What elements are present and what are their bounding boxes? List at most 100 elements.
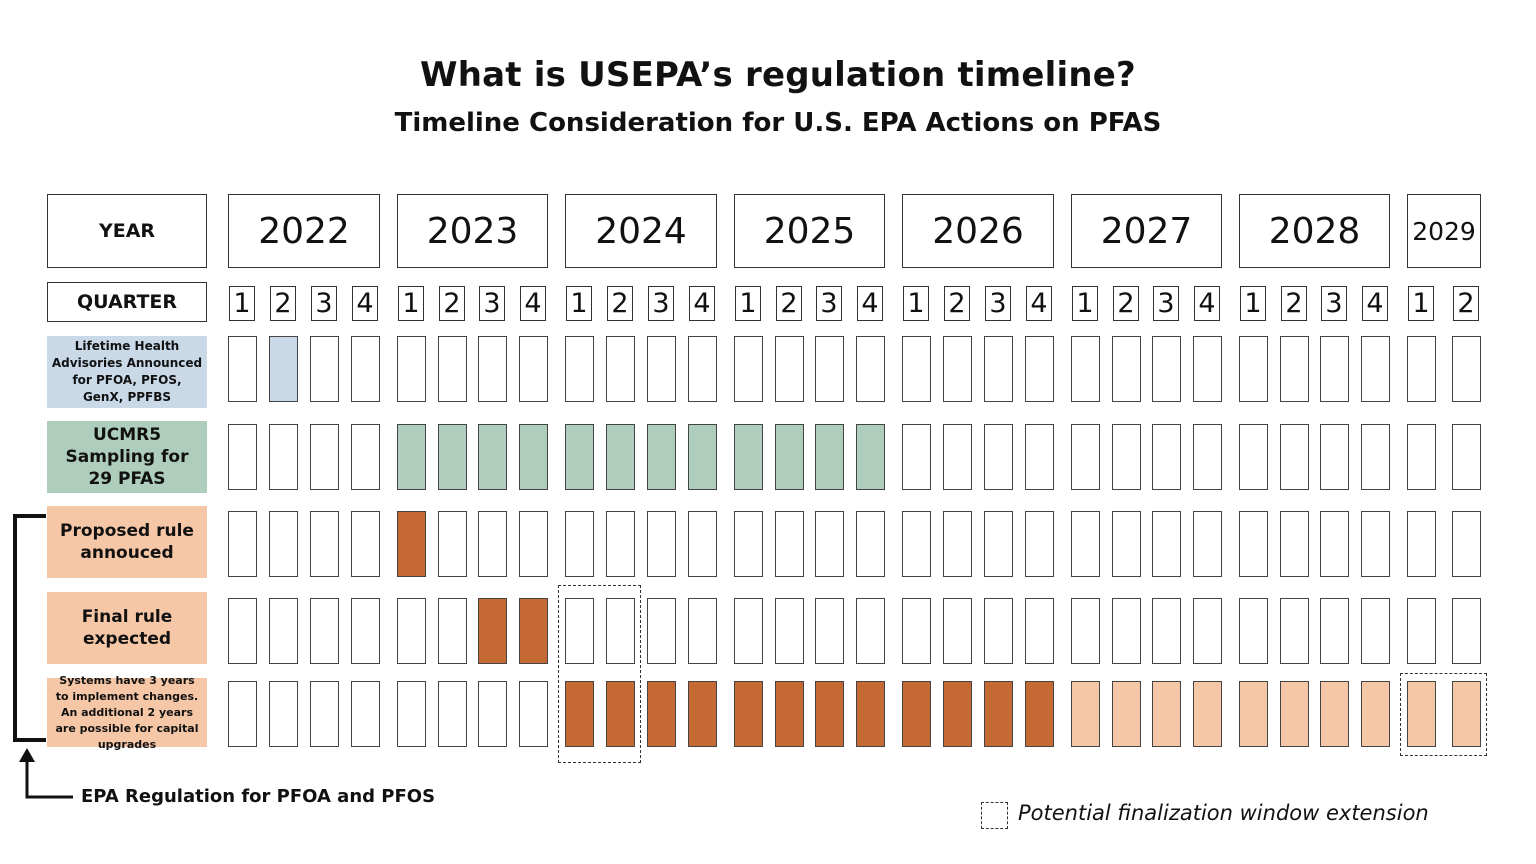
timeline-cell — [269, 511, 298, 577]
year-header: YEAR — [47, 194, 207, 268]
timeline-cell — [1239, 336, 1268, 402]
timeline-cell — [228, 598, 257, 664]
timeline-cell — [734, 511, 763, 577]
timeline-cell — [1239, 598, 1268, 664]
timeline-cell — [1361, 598, 1390, 664]
timeline-cell — [606, 598, 635, 664]
timeline-cell — [1112, 681, 1141, 747]
timeline-cell — [943, 681, 972, 747]
quarter-2026-q3: 3 — [985, 286, 1011, 321]
timeline-cell — [351, 336, 380, 402]
year-2025: 2025 — [734, 194, 885, 268]
row-label-2: Proposed rule annouced — [47, 506, 207, 578]
extension-window-1 — [1400, 673, 1487, 756]
timeline-cell — [1193, 336, 1222, 402]
timeline-cell — [1361, 681, 1390, 747]
quarter-2022-q1: 1 — [229, 286, 255, 321]
timeline-cell — [902, 336, 931, 402]
timeline-cell — [565, 424, 594, 490]
timeline-cell — [815, 511, 844, 577]
page-title: What is USEPA’s regulation timeline? — [420, 55, 1136, 95]
timeline-cell — [775, 336, 804, 402]
timeline-cell — [1152, 681, 1181, 747]
timeline-cell — [606, 681, 635, 747]
timeline-cell — [1407, 424, 1436, 490]
timeline-cell — [1280, 336, 1309, 402]
timeline-cell — [397, 598, 426, 664]
timeline-cell — [984, 598, 1013, 664]
timeline-cell — [351, 511, 380, 577]
quarter-2028-q4: 4 — [1362, 286, 1388, 321]
quarter-2023-q3: 3 — [479, 286, 505, 321]
timeline-cell — [478, 681, 507, 747]
timeline-cell — [856, 511, 885, 577]
timeline-cell — [1452, 336, 1481, 402]
timeline-cell — [1071, 424, 1100, 490]
timeline-cell — [478, 424, 507, 490]
timeline-cell — [984, 681, 1013, 747]
timeline-cell — [397, 336, 426, 402]
quarter-2027-q2: 2 — [1113, 286, 1139, 321]
timeline-cell — [1452, 511, 1481, 577]
arrow-line — [25, 754, 73, 799]
timeline-cell — [438, 598, 467, 664]
quarter-2025-q1: 1 — [735, 286, 761, 321]
timeline-cell — [1152, 511, 1181, 577]
timeline-cell — [815, 598, 844, 664]
quarter-2027-q1: 1 — [1072, 286, 1098, 321]
timeline-cell — [984, 424, 1013, 490]
timeline-cell — [438, 424, 467, 490]
timeline-cell — [606, 424, 635, 490]
quarter-2022-q3: 3 — [311, 286, 337, 321]
timeline-cell — [856, 681, 885, 747]
timeline-cell — [1452, 681, 1481, 747]
timeline-cell — [1407, 336, 1436, 402]
timeline-cell — [1407, 598, 1436, 664]
timeline-cell — [269, 598, 298, 664]
timeline-cell — [734, 424, 763, 490]
quarter-2026-q4: 4 — [1026, 286, 1052, 321]
timeline-cell — [1025, 336, 1054, 402]
quarter-2023-q4: 4 — [520, 286, 546, 321]
timeline-cell — [943, 336, 972, 402]
timeline-cell — [984, 336, 1013, 402]
year-2024: 2024 — [565, 194, 717, 268]
timeline-cell — [647, 681, 676, 747]
timeline-cell — [943, 511, 972, 577]
quarter-2028-q1: 1 — [1240, 286, 1266, 321]
timeline-cell — [815, 681, 844, 747]
timeline-cell — [519, 598, 548, 664]
timeline-cell — [1361, 424, 1390, 490]
bracket-note: EPA Regulation for PFOA and PFOS — [81, 786, 436, 807]
timeline-cell — [902, 598, 931, 664]
timeline-cell — [438, 681, 467, 747]
quarter-2026-q2: 2 — [944, 286, 970, 321]
timeline-cell — [943, 598, 972, 664]
timeline-cell — [519, 511, 548, 577]
year-2022: 2022 — [228, 194, 380, 268]
timeline-cell — [1071, 681, 1100, 747]
timeline-cell — [478, 598, 507, 664]
timeline-cell — [1071, 598, 1100, 664]
timeline-cell — [1152, 336, 1181, 402]
timeline-cell — [734, 598, 763, 664]
timeline-cell — [775, 598, 804, 664]
timeline-cell — [1320, 511, 1349, 577]
timeline-cell — [902, 681, 931, 747]
timeline-cell — [269, 424, 298, 490]
timeline-cell — [519, 424, 548, 490]
timeline-cell — [228, 336, 257, 402]
page-subtitle: Timeline Consideration for U.S. EPA Acti… — [394, 108, 1162, 138]
row-label-4: Systems have 3 years to implement change… — [47, 674, 207, 751]
timeline-cell — [1452, 424, 1481, 490]
year-2026: 2026 — [902, 194, 1054, 268]
timeline-cell — [606, 336, 635, 402]
arrow-head-icon — [19, 748, 35, 762]
timeline-cell — [1320, 336, 1349, 402]
timeline-cell — [269, 336, 298, 402]
timeline-cell — [1071, 336, 1100, 402]
timeline-cell — [1193, 681, 1222, 747]
quarter-2025-q3: 3 — [816, 286, 842, 321]
timeline-cell — [519, 681, 548, 747]
timeline-cell — [775, 424, 804, 490]
